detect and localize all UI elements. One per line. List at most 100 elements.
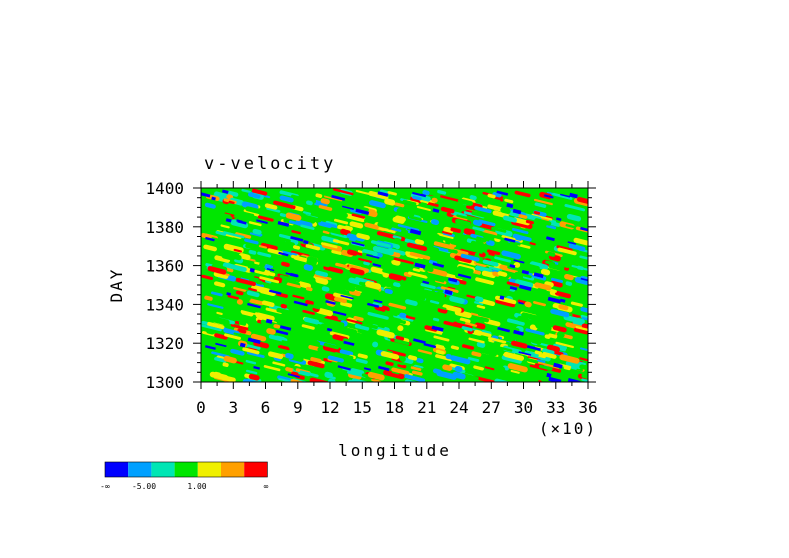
heatmap-cell: [471, 211, 490, 219]
heatmap-cell: [422, 367, 433, 374]
heatmap-cell: [481, 354, 493, 360]
heatmap-cell: [291, 230, 301, 235]
heatmap-cell: [407, 271, 428, 279]
heatmap-cell: [266, 268, 275, 272]
heatmap-cell: [435, 354, 453, 362]
heatmap-cell: [417, 349, 433, 355]
heatmap-cell: [215, 230, 227, 236]
heatmap-cell: [530, 339, 542, 345]
heatmap-cell: [538, 364, 553, 371]
heatmap-cell: [221, 213, 231, 218]
heatmap-cell: [525, 263, 540, 271]
heatmap-cell: [422, 372, 438, 381]
heatmap-cell: [250, 333, 267, 342]
heatmap-cell: [387, 248, 406, 256]
heatmap-cell: [309, 377, 330, 382]
heatmap-cell: [393, 202, 405, 208]
heatmap-cell: [370, 240, 392, 248]
heatmap-cell: [357, 329, 375, 337]
heatmap-cell: [521, 269, 530, 275]
heatmap-cell: [354, 323, 370, 331]
heatmap-cell: [437, 189, 447, 195]
colorbar-label: -5.00: [132, 482, 156, 491]
heatmap-cell: [235, 232, 252, 239]
heatmap-cell: [346, 233, 365, 242]
heatmap-cell: [440, 206, 455, 214]
heatmap-cell: [293, 300, 308, 307]
heatmap-cell: [310, 357, 322, 363]
heatmap-cell: [510, 241, 521, 246]
heatmap-cell: [224, 333, 241, 340]
heatmap-cell: [449, 355, 471, 365]
heatmap-cell: [303, 239, 309, 245]
heatmap-cell: [553, 343, 567, 350]
heatmap-cell: [364, 218, 376, 225]
heatmap-cell: [547, 251, 556, 257]
heatmap-cell: [440, 246, 458, 254]
heatmap-cell: [227, 252, 242, 261]
heatmap-cell: [376, 214, 391, 222]
heatmap-cell: [239, 342, 246, 348]
heatmap-cell: [407, 312, 429, 321]
heatmap-cell: [497, 271, 508, 277]
heatmap-cell: [440, 286, 459, 293]
heatmap-cell: [211, 196, 216, 201]
heatmap-cell: [420, 301, 432, 308]
heatmap-cell: [321, 242, 338, 249]
heatmap-cell: [565, 281, 573, 286]
heatmap-cell: [481, 270, 496, 279]
heatmap-cell: [339, 349, 354, 356]
heatmap-cell: [326, 327, 333, 332]
heatmap-cell: [473, 329, 483, 336]
heatmap-cell: [349, 267, 365, 276]
heatmap-cell: [205, 345, 216, 350]
heatmap-cell: [386, 349, 406, 357]
heatmap-cell: [230, 323, 249, 331]
heatmap-cell: [279, 325, 292, 331]
heatmap-cell: [501, 250, 521, 260]
heatmap-cell: [513, 259, 525, 264]
heatmap-cell: [257, 251, 272, 258]
heatmap-cell: [559, 298, 566, 303]
heatmap-cell: [405, 315, 416, 320]
heatmap-cell: [400, 281, 407, 287]
heatmap-cell: [247, 337, 261, 344]
heatmap-cell: [281, 278, 288, 285]
heatmap-cell: [206, 328, 215, 335]
heatmap-cell: [431, 310, 448, 318]
heatmap-cell: [349, 221, 364, 229]
heatmap-cell: [467, 357, 480, 363]
heatmap-cell: [558, 304, 569, 311]
heatmap-cell: [466, 205, 477, 211]
heatmap-cell: [435, 349, 445, 355]
heatmap-cell: [552, 325, 567, 333]
heatmap-cell: [426, 273, 437, 279]
heatmap-cell: [457, 265, 474, 274]
heatmap-cell: [315, 270, 329, 278]
heatmap-cell: [351, 213, 366, 219]
heatmap-cell: [433, 246, 449, 253]
heatmap-cell: [220, 224, 230, 229]
heatmap-cell: [428, 202, 439, 207]
heatmap-cell: [484, 366, 495, 371]
heatmap-cell: [291, 254, 311, 263]
heatmap-cell: [433, 241, 455, 250]
heatmap-cell: [419, 330, 426, 335]
heatmap-cell: [394, 329, 405, 334]
heatmap-cell: [422, 190, 430, 196]
heatmap-cell: [275, 335, 285, 340]
heatmap-cell: [222, 375, 236, 382]
heatmap-cell: [552, 192, 573, 200]
heatmap-cell: [293, 293, 313, 301]
heatmap-cell: [556, 332, 565, 338]
colorbar-swatch: [221, 462, 245, 477]
heatmap-cell: [393, 237, 402, 244]
heatmap-cell: [213, 271, 229, 279]
heatmap-cell: [211, 237, 227, 244]
heatmap-cell: [565, 360, 583, 370]
heatmap-cell: [493, 345, 513, 352]
heatmap-cell: [580, 226, 588, 233]
heatmap-cell: [497, 326, 511, 333]
heatmap-cell: [579, 364, 588, 373]
heatmap-cell: [367, 311, 389, 320]
